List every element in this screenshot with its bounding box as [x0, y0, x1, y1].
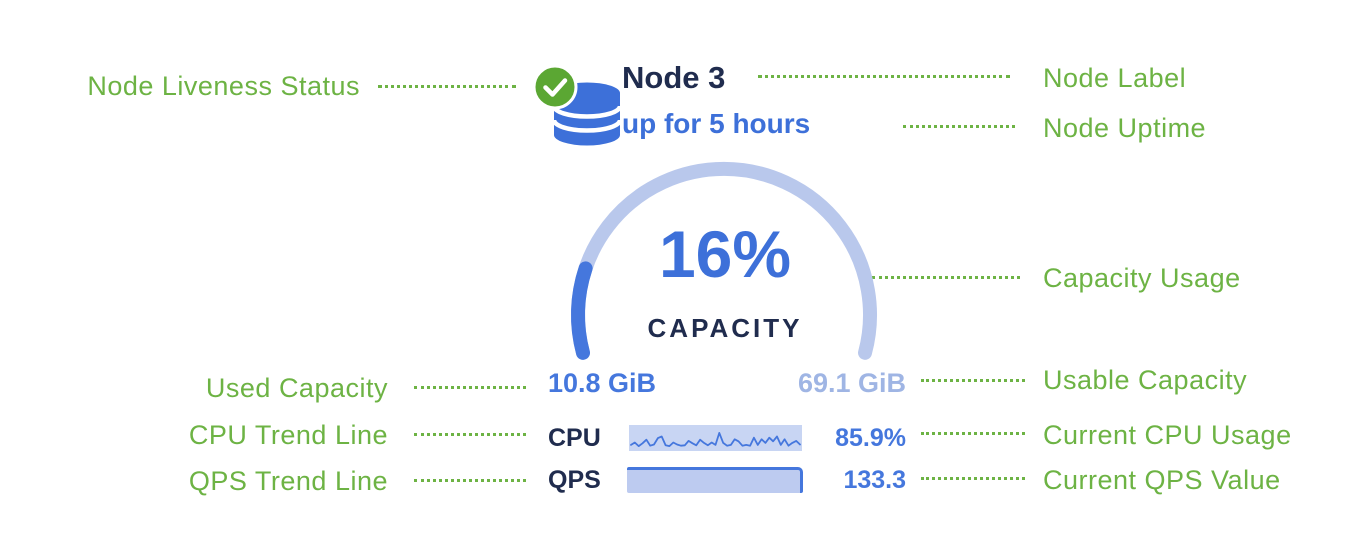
leader-usable-capacity [921, 379, 1025, 382]
cpu-sparkline [628, 425, 802, 451]
liveness-check-icon [532, 64, 578, 110]
usable-capacity-value: 69.1 GiB [797, 368, 906, 398]
cpu-label: CPU [548, 423, 601, 452]
leader-used-capacity [414, 386, 526, 389]
qps-row: QPS 133.3 [548, 466, 906, 494]
leader-current-qps [921, 477, 1025, 480]
node-uptime: up for 5 hours [622, 108, 811, 139]
annotation-node-liveness-status: Node Liveness Status [87, 71, 360, 101]
capacity-percent: 16% [658, 217, 792, 291]
annotation-node-label: Node Label [1043, 63, 1187, 93]
cpu-row: CPU 85.9% [548, 424, 906, 452]
leader-current-cpu [921, 432, 1025, 435]
annotation-usable-capacity: Usable Capacity [1043, 365, 1248, 395]
annotation-cpu-trend-line: CPU Trend Line [188, 420, 388, 450]
leader-node-label [758, 75, 1010, 78]
used-capacity-value: 10.8 GiB [548, 368, 657, 398]
node-label: Node 3 [622, 60, 726, 95]
capacity-caption: CAPACITY [647, 313, 803, 343]
annotation-used-capacity: Used Capacity [205, 373, 388, 403]
leader-qps-trend [414, 479, 526, 482]
capacity-values-row: 10.8 GiB 69.1 GiB [548, 368, 906, 398]
leader-cpu-trend [414, 433, 526, 436]
qps-label: QPS [548, 465, 601, 494]
annotation-current-qps-value: Current QPS Value [1043, 465, 1281, 495]
annotation-node-uptime: Node Uptime [1043, 113, 1207, 143]
annotation-qps-trend-line: QPS Trend Line [188, 466, 388, 496]
capacity-gauge [570, 161, 877, 360]
annotation-current-cpu-usage: Current CPU Usage [1043, 420, 1292, 450]
cpu-value: 85.9% [835, 423, 906, 452]
annotation-capacity-usage: Capacity Usage [1043, 263, 1241, 293]
qps-value: 133.3 [843, 465, 906, 494]
qps-sparkline [627, 467, 803, 493]
leader-node-liveness [378, 85, 516, 88]
leader-node-uptime [903, 125, 1015, 128]
leader-capacity-usage [872, 276, 1020, 279]
